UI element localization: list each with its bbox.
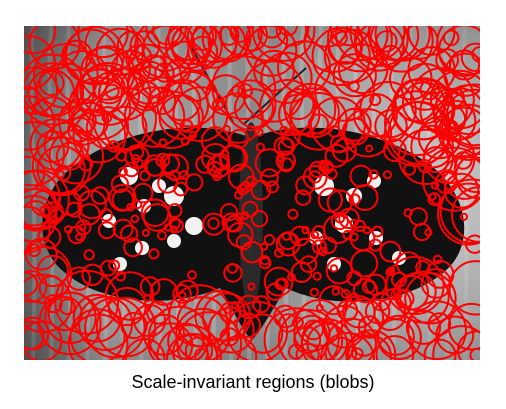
butterfly-blob-image	[24, 26, 480, 360]
figure-caption: Scale-invariant regions (blobs)	[0, 370, 506, 394]
blob-detection-overlay	[24, 26, 480, 360]
